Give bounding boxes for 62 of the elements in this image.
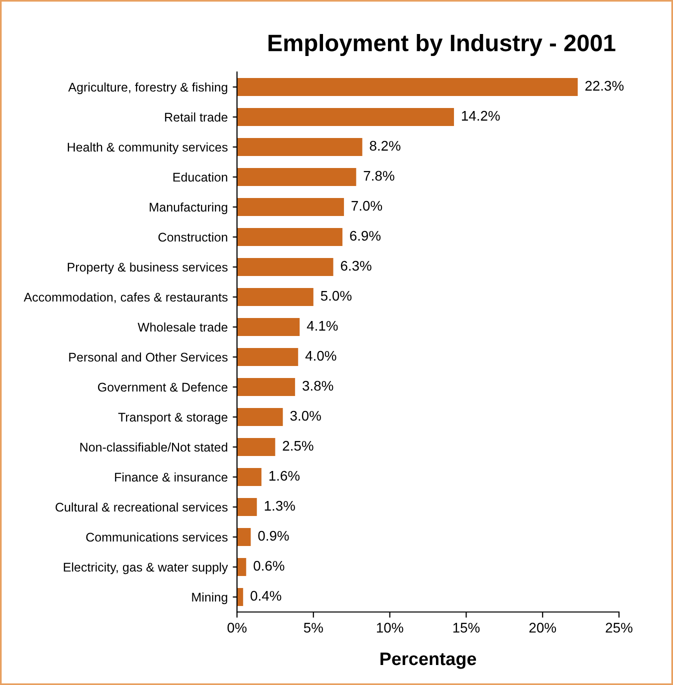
bar (237, 588, 244, 606)
y-tick-label: Retail trade (165, 112, 228, 122)
data-label: 1.3% (264, 500, 295, 511)
bar (237, 198, 344, 216)
data-label: 4.0% (305, 350, 336, 361)
data-label: 4.1% (306, 320, 338, 331)
bar (237, 288, 314, 306)
x-tick-label: 10% (376, 622, 404, 633)
bar (237, 468, 262, 486)
y-tick-label: Communications services (86, 532, 228, 542)
y-tick-label: Construction (158, 232, 228, 242)
bar (237, 348, 298, 366)
bar (237, 438, 276, 456)
y-tick-label: Health & community services (68, 142, 228, 154)
data-label: 1.6% (269, 470, 300, 481)
x-tick-label: 15% (453, 622, 480, 633)
bar (237, 168, 356, 186)
x-tick-label: 5% (304, 622, 323, 633)
y-tick-label: Non-classifiable/Not stated (80, 442, 228, 452)
data-label: 22.3% (585, 80, 624, 91)
bar (237, 378, 296, 396)
bar (237, 228, 342, 246)
y-tick-label: Manufacturing (150, 202, 228, 214)
y-tick-label: Property & business services (68, 262, 228, 274)
data-label: 0.6% (254, 560, 284, 571)
y-tick-label: Cultural & recreational services (56, 502, 228, 512)
bar (237, 528, 251, 546)
y-tick-label: Government & Defence (98, 382, 228, 392)
x-tick-label: 25% (606, 622, 632, 633)
bar (237, 318, 300, 336)
y-tick-label: Agriculture, forestry & fishing (68, 82, 228, 94)
data-label: 2.5% (282, 440, 314, 451)
bar (237, 498, 257, 516)
y-tick-label: Finance & insurance (115, 472, 228, 482)
y-tick-label: Education (173, 172, 228, 182)
x-axis-title: Percentage (380, 652, 476, 669)
data-label: 0.9% (258, 530, 289, 541)
data-label: 7.8% (364, 170, 394, 181)
bar (237, 138, 362, 156)
data-label: 3.8% (302, 380, 334, 391)
chart-title: Employment by Industry - 2001 (268, 34, 616, 56)
data-label: 6.3% (340, 260, 372, 271)
bar (237, 258, 334, 276)
data-label: 14.2% (462, 110, 500, 121)
y-tick-label: Mining (192, 592, 228, 604)
bar (237, 78, 578, 96)
x-tick-label: 20% (529, 622, 556, 633)
y-tick-label: Wholesale trade (138, 322, 228, 332)
y-tick-label: Electricity, gas & water supply (64, 562, 228, 574)
bar (237, 408, 283, 426)
data-label: 8.2% (370, 140, 400, 151)
data-label: 0.4% (250, 590, 282, 601)
data-label: 5.0% (320, 290, 352, 301)
bar (237, 558, 246, 576)
data-label: 6.9% (350, 230, 381, 241)
y-tick-label: Personal and Other Services (69, 352, 228, 362)
data-label: 3.0% (290, 410, 321, 421)
bar (237, 108, 454, 126)
data-label: 7.0% (352, 200, 382, 211)
y-tick-label: Accommodation, cafes & restaurants (24, 292, 228, 304)
x-tick-label: 0% (228, 622, 247, 633)
y-tick-label: Transport & storage (118, 412, 228, 424)
